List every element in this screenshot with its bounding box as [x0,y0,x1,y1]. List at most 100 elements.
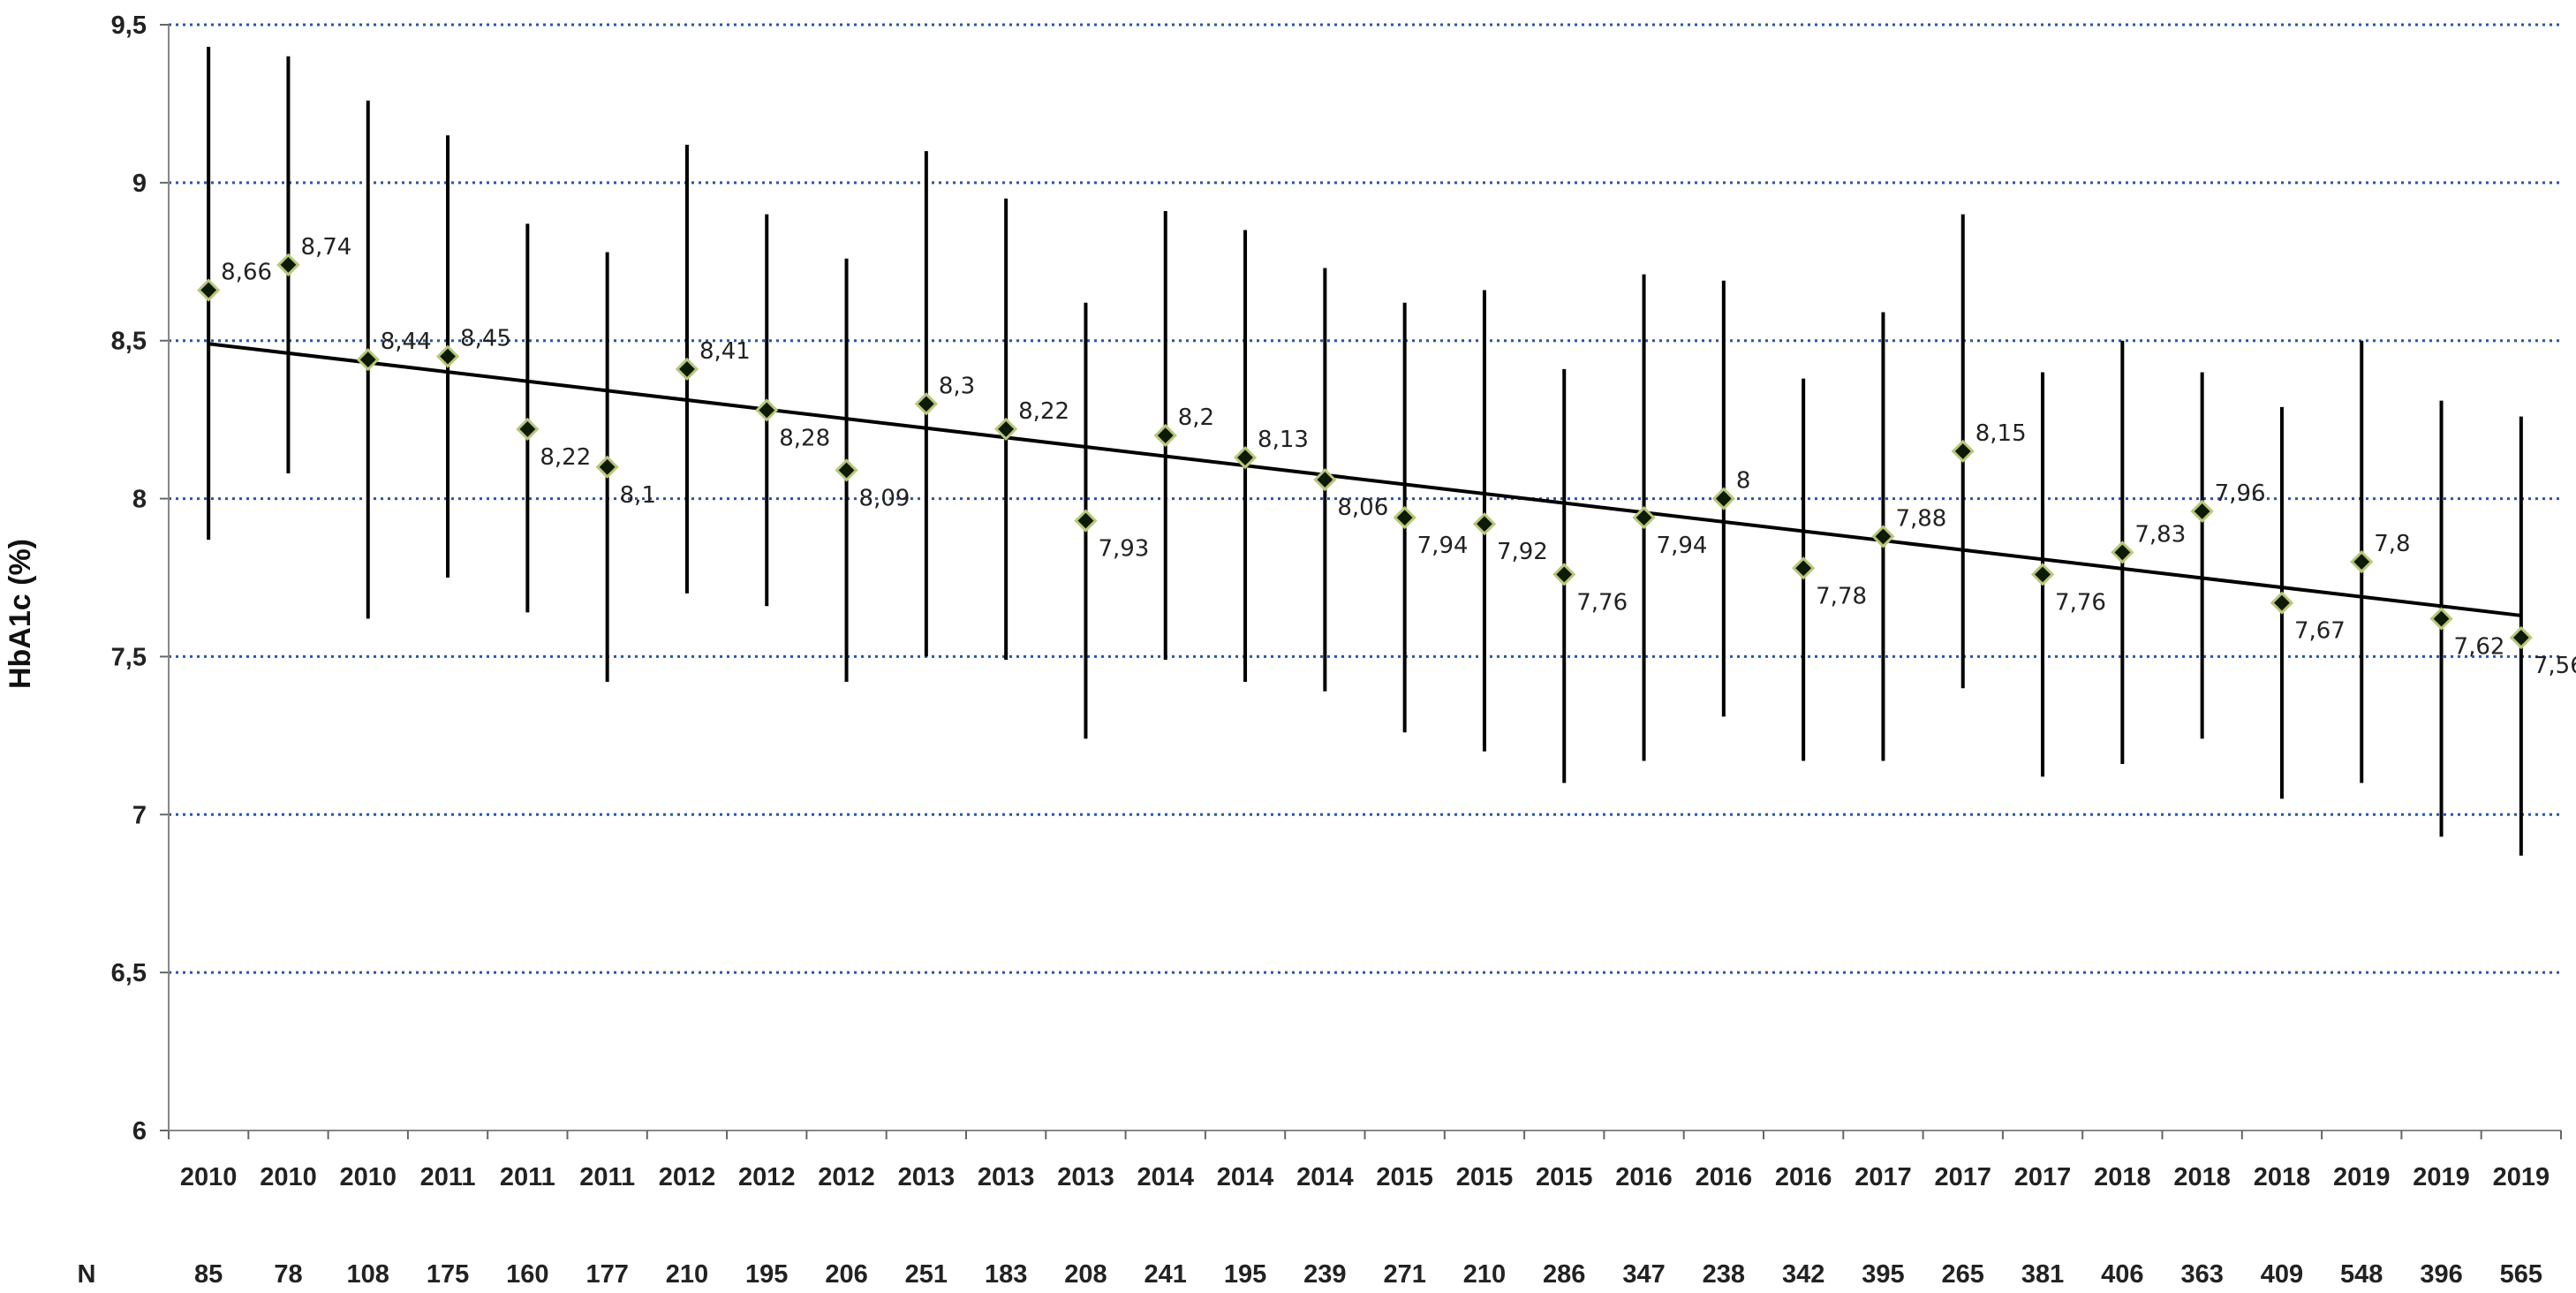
data-label: 7,96 [2215,480,2266,507]
data-point [435,344,460,368]
x-tick-label: 2010 [339,1163,397,1191]
y-tick-label: 9,5 [111,11,147,40]
data-label: 8,15 [1975,420,2027,447]
data-point [2111,541,2134,564]
n-value: 265 [1942,1260,1984,1289]
x-tick-label: 2011 [500,1163,555,1191]
trend-line [208,342,2522,617]
data-point [2429,607,2453,631]
data-point [1153,423,1177,448]
data-label: 7,92 [1497,539,1548,565]
data-point [197,278,221,302]
n-value: 548 [2340,1260,2383,1289]
data-label: 8,28 [779,425,830,451]
n-values-row: 85 78 108 175 160 177 210 195 206 251 183 208 241 195… [194,1260,2542,1289]
data-label: 7,56 [2534,653,2576,679]
n-value: 177 [585,1260,628,1289]
y-tick-label: 9 [132,170,147,198]
x-tick-label: 2013 [1057,1163,1114,1191]
x-tick-label: 2012 [738,1163,796,1191]
x-tick-label: 2017 [2014,1163,2072,1191]
data-point [516,417,540,441]
n-value: 210 [666,1260,708,1289]
y-tick-label: 8,5 [111,328,147,356]
x-tick-label: 2015 [1376,1163,1433,1191]
data-label: 8,44 [381,329,432,355]
n-value: 206 [825,1260,867,1289]
data-point [755,398,779,422]
data-point [1074,509,1098,533]
x-tick-label: 2019 [2493,1163,2550,1191]
x-tick-label: 2012 [659,1163,716,1191]
data-label: 8,3 [939,373,975,399]
axes [160,24,2562,1139]
data-label: 8,41 [699,338,751,365]
data-point [835,458,858,482]
data-point [2350,549,2374,574]
y-tick-labels: 6 6,5 7 7,5 8 8,5 9 9,5 [111,11,147,1146]
data-point [2270,591,2294,615]
n-value: 395 [1862,1260,1904,1289]
data-point [1792,556,1816,580]
n-header-label: N [78,1260,96,1289]
data-point [356,348,380,372]
data-point [1552,563,1576,586]
x-tick-label: 2017 [1855,1163,1912,1191]
x-tick-label: 2010 [260,1163,317,1191]
data-points [197,253,2533,650]
data-label: 7,93 [1098,536,1149,563]
n-value: 271 [1383,1260,1425,1289]
y-tick-label: 8 [132,486,147,514]
n-value: 195 [745,1260,788,1289]
n-value: 239 [1303,1260,1346,1289]
data-point [1313,467,1337,492]
x-tick-label: 2011 [420,1163,476,1191]
data-label: 7,78 [1816,583,1867,609]
data-point [2190,499,2214,524]
x-tick-label: 2016 [1615,1163,1673,1191]
data-point [1711,487,1735,510]
data-label: 7,94 [1657,533,1708,559]
data-label: 7,88 [1895,505,1946,532]
x-tick-label: 2019 [2333,1163,2391,1191]
y-axis-label: HbA1c (%) [4,539,37,689]
x-tick-label: 2014 [1137,1163,1194,1191]
data-point [994,417,1018,441]
data-label: 7,76 [2055,589,2106,616]
n-value: 381 [2021,1260,2064,1289]
data-point [276,253,300,276]
x-tick-label: 2013 [978,1163,1035,1191]
n-value: 160 [506,1260,548,1289]
data-label: 7,8 [2374,531,2410,557]
n-value: 108 [347,1260,389,1289]
data-label: 7,83 [2134,521,2186,548]
data-label: 8,2 [1178,405,1214,431]
x-tick-label: 2016 [1696,1163,1753,1191]
y-tick-label: 6 [132,1117,147,1146]
data-point [1871,525,1895,548]
data-label: 8,1 [620,482,656,509]
data-label: 8,74 [300,234,351,261]
data-label: 8,45 [460,326,511,352]
n-value: 342 [1782,1260,1824,1289]
x-tick-label: 2015 [1456,1163,1514,1191]
data-label: 7,62 [2454,634,2505,661]
n-value: 406 [2101,1260,2143,1289]
n-value: 85 [194,1260,223,1289]
data-label: 8,06 [1337,495,1388,521]
n-value: 409 [2261,1260,2303,1289]
y-tick-label: 7 [132,801,147,829]
x-tick-label: 2016 [1775,1163,1832,1191]
n-value: 183 [985,1260,1027,1289]
data-label: 7,94 [1417,533,1469,559]
n-value: 208 [1064,1260,1107,1289]
y-tick-label: 6,5 [111,959,147,987]
x-tick-label: 2013 [898,1163,956,1191]
data-label: 7,67 [2294,618,2346,645]
n-value: 210 [1463,1260,1506,1289]
x-tick-label: 2011 [579,1163,635,1191]
data-point [2030,563,2055,586]
n-value: 238 [1703,1260,1745,1289]
data-point [2509,625,2533,650]
